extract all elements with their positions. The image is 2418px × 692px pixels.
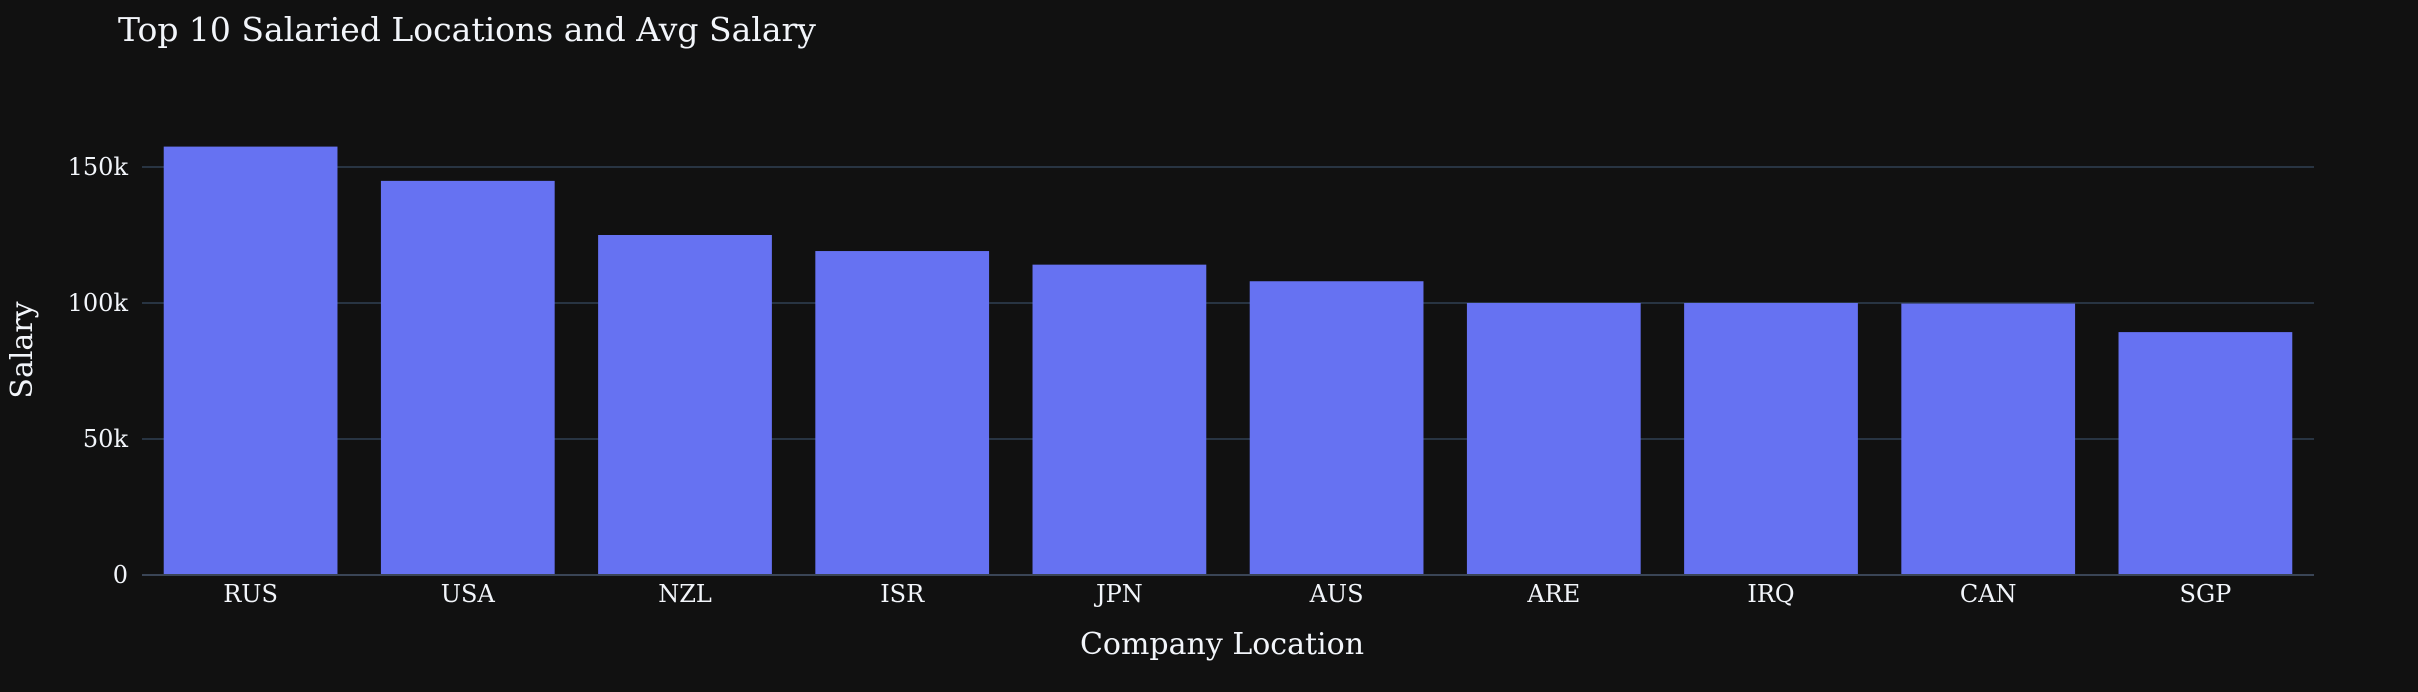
- x-tick-label: IRQ: [1747, 580, 1794, 608]
- bar-are[interactable]: [1466, 303, 1641, 575]
- x-axis-title: Company Location: [1080, 627, 1364, 662]
- x-tick-label: ISR: [880, 580, 925, 608]
- y-tick-label: 0: [113, 561, 128, 589]
- bar-aus[interactable]: [1249, 281, 1424, 575]
- bar-jpn[interactable]: [1032, 264, 1207, 575]
- x-tick-label: CAN: [1960, 580, 2017, 608]
- x-axis-ticks: RUS USA NZL ISR JPN AUS ARE IRQ CAN SGP: [223, 580, 2231, 608]
- bar-usa[interactable]: [380, 180, 555, 575]
- bar-irq[interactable]: [1684, 303, 1858, 575]
- y-tick-label: 150k: [68, 153, 129, 181]
- bar-sgp[interactable]: [2118, 332, 2293, 575]
- chart-title: Top 10 Salaried Locations and Avg Salary: [118, 10, 816, 49]
- y-tick-label: 100k: [68, 289, 129, 317]
- y-tick-label: 50k: [83, 425, 129, 453]
- bar-can[interactable]: [1901, 303, 2076, 575]
- bar-rus[interactable]: [163, 146, 338, 575]
- x-tick-label: RUS: [223, 580, 278, 608]
- x-tick-label: JPN: [1093, 580, 1143, 608]
- x-tick-label: AUS: [1309, 580, 1364, 608]
- bar-isr[interactable]: [815, 251, 990, 575]
- x-tick-label: ARE: [1526, 580, 1580, 608]
- y-axis-title: Salary: [5, 301, 40, 398]
- x-tick-label: NZL: [658, 580, 712, 608]
- bars[interactable]: [163, 146, 2293, 575]
- bar-nzl[interactable]: [598, 235, 772, 575]
- x-tick-label: USA: [441, 580, 496, 608]
- x-tick-label: SGP: [2180, 580, 2232, 608]
- y-axis-ticks: 0 50k 100k 150k: [68, 153, 129, 589]
